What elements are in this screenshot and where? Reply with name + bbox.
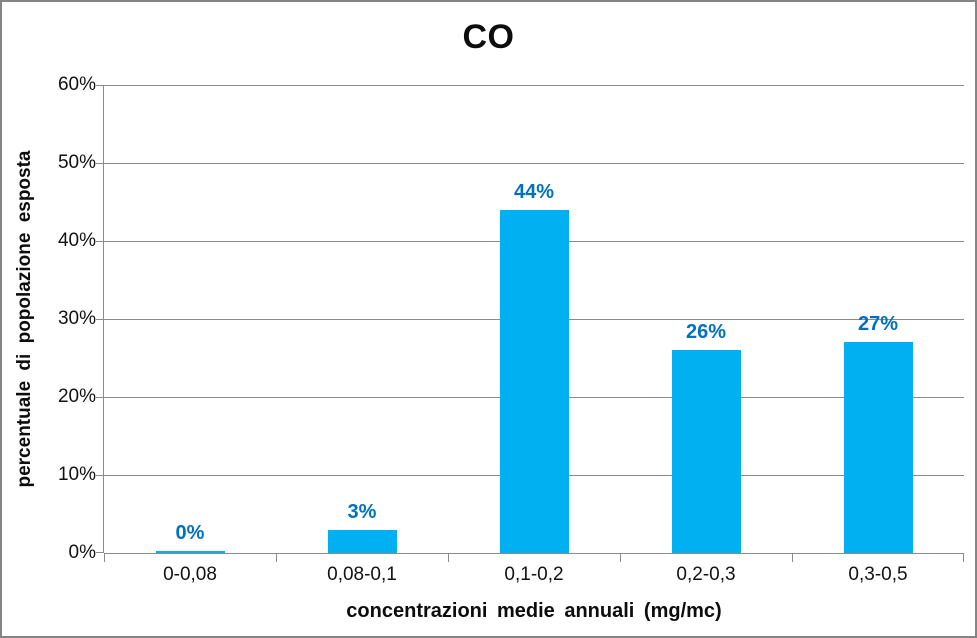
x-tick-1 [276,554,277,562]
gridline-60 [104,85,964,86]
y-tick-label-10: 10% [57,464,96,485]
y-tick-50 [96,163,104,164]
plot-area: 0% 10% 20% 30% 40% 50% 60% 0% 0-0,08 3% 0,08-0,1 44… [58,75,964,585]
bar-value-label-0,3-0,5: 27% [857,313,899,336]
x-tick-label-0,2-0,3: 0,2-0,3 [676,564,736,585]
y-tick-label-30: 30% [57,308,96,329]
bar-value-label-0,1-0,2: 44% [513,180,555,203]
bar-value-label-0-0,08: 0% [175,522,205,544]
x-tick-label-0,1-0,2: 0,1-0,2 [504,564,564,585]
x-tick-0 [104,554,105,562]
y-tick-label-40: 40% [57,230,96,251]
x-tick-5 [963,554,964,562]
y-tick-label-50: 50% [57,152,96,173]
bar-0,3-0,5 [843,342,913,553]
bar-value-label-0,08-0,1: 3% [347,500,377,523]
chart-title: CO [462,18,515,56]
bar-0,2-0,3 [671,350,741,553]
y-tick-40 [96,241,104,242]
y-tick-label-60: 60% [57,74,96,95]
y-tick-label-20: 20% [57,386,96,407]
y-tick-label-0: 0% [68,542,96,563]
x-tick-label-0,08-0,1: 0,08-0,1 [327,564,397,585]
x-axis-title: concentrazioni medie annuali (mg/mc) [346,600,722,622]
x-tick-3 [620,554,621,562]
y-tick-0 [96,552,104,553]
bar-0,08-0,1 [327,529,397,553]
y-tick-60 [96,85,104,86]
y-tick-10 [96,475,104,476]
y-tick-20 [96,397,104,398]
bar-0-0,08 [155,551,225,553]
x-tick-label-0-0,08: 0-0,08 [163,564,217,585]
x-axis-line [104,553,964,554]
y-tick-30 [96,319,104,320]
gridline-50 [104,163,964,164]
x-tick-4 [792,554,793,562]
bar-value-label-0,2-0,3: 26% [685,321,727,344]
x-tick-2 [448,554,449,562]
bar-0,1-0,2 [499,209,569,553]
x-tick-label-0,3-0,5: 0,3-0,5 [848,564,908,585]
